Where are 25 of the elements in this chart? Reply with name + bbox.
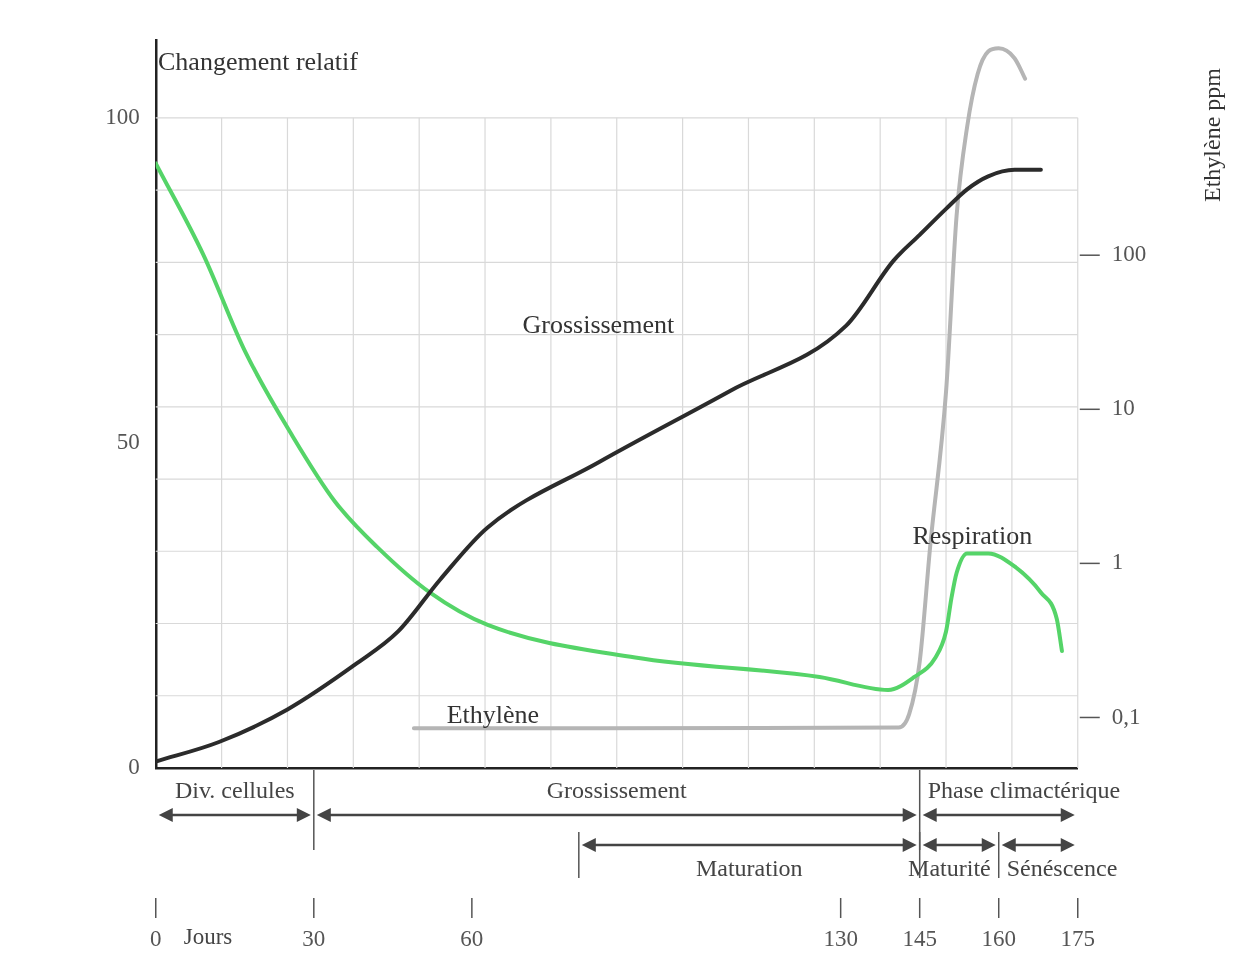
text: Div. cellules xyxy=(174,777,295,803)
x-tick-label: 145 xyxy=(902,925,937,951)
y2-tick-label: 10 xyxy=(1111,395,1135,421)
y-tick-label: 100 xyxy=(105,103,140,129)
x-tick-label: 0 xyxy=(150,925,162,951)
text: Maturation xyxy=(695,855,803,881)
series-label: Ethylène xyxy=(446,699,540,729)
x-tick-label: 175 xyxy=(1060,925,1095,951)
y-axis-title: Changement relatif xyxy=(158,46,359,76)
text: Sénéscence xyxy=(1006,855,1118,881)
text: Grossissement xyxy=(546,777,687,803)
x-tick-label: 160 xyxy=(981,925,1016,951)
y2-axis-title: Ethylène ppm xyxy=(1199,67,1226,202)
x-tick-label: 30 xyxy=(302,925,326,951)
y-tick-label: 0 xyxy=(128,754,140,780)
x-tick-label: 60 xyxy=(460,925,484,951)
y2-tick-label: 0,1 xyxy=(1111,703,1141,729)
y2-tick-label: 100 xyxy=(1111,241,1147,267)
x-axis-title: Jours xyxy=(183,924,233,950)
x-tick-label: 130 xyxy=(823,925,858,951)
text: Phase climactérique xyxy=(927,777,1121,803)
series-label: Respiration xyxy=(912,521,1033,551)
text: Grossissement xyxy=(522,309,675,339)
y2-tick-label: 1 xyxy=(1111,549,1124,575)
y-tick-label: 50 xyxy=(116,428,140,454)
